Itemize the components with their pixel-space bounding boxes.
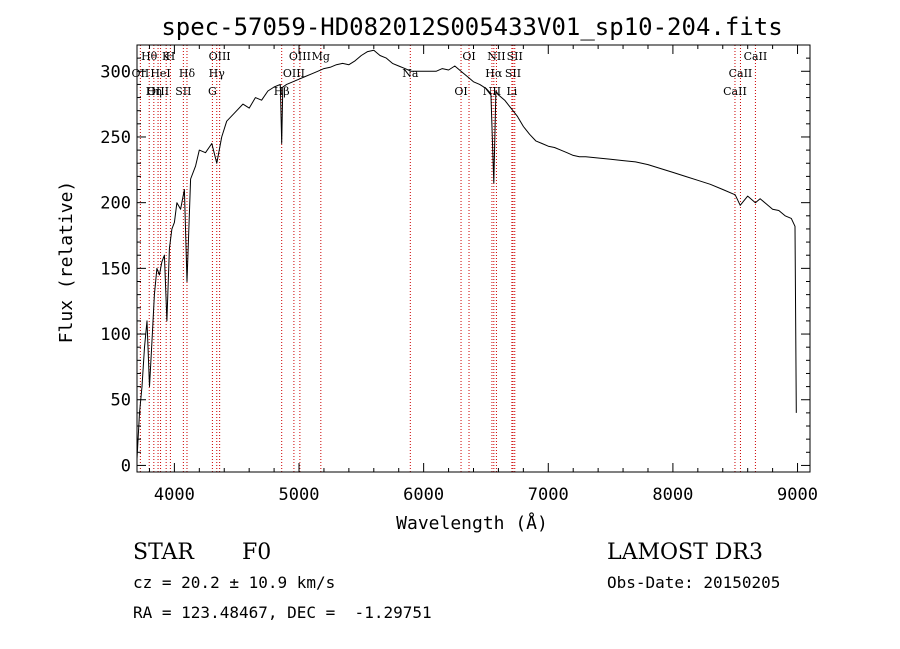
spectral-line-label: OII — [132, 67, 150, 80]
x-tick-label: 6000 — [403, 485, 444, 505]
y-tick-label: 0 — [121, 456, 131, 476]
object-class: STAR — [133, 540, 194, 565]
spectral-line-label: Mg — [312, 50, 330, 63]
redshift-cz: cz = 20.2 ± 10.9 km/s — [133, 573, 336, 592]
spectral-line-label: SII — [505, 67, 521, 80]
x-tick-label: 4000 — [154, 485, 195, 505]
spectral-line-label: HeI — [150, 67, 170, 80]
spectral-line-label: K — [162, 50, 171, 63]
spectral-line-label: CaII — [723, 85, 747, 98]
spectral-line-label: CaII — [744, 50, 768, 63]
spectrum-chart: spec-57059-HD082012S005433V01_sp10-204.f… — [56, 13, 818, 534]
x-tick-label: 7000 — [528, 485, 569, 505]
y-tick-label: 50 — [111, 391, 131, 411]
spectral-line-label: OI — [462, 50, 475, 63]
spectral-line-label: OIII — [209, 50, 231, 63]
spectral-line-label: OIII — [283, 67, 305, 80]
spectral-line-label: OIII — [289, 50, 311, 63]
y-tick-label: 150 — [100, 259, 131, 279]
spectral-line-label: SII — [507, 50, 523, 63]
spectral-line-label: Hγ — [209, 67, 226, 80]
spectral-line-label: NII — [487, 50, 505, 63]
spectral-line-label: NII — [483, 85, 501, 98]
x-tick-label: 5000 — [279, 485, 320, 505]
spectral-line-label: Hη — [146, 85, 162, 98]
spectral-line-label: Li — [506, 85, 517, 98]
spectrum-line — [136, 49, 797, 459]
spectral-line-labels: Hθ OII OIII K HeI Hη HHδ SII OIII Hγ G OIII OIII Hβ Mg… — [132, 50, 768, 98]
y-tick-label: 200 — [100, 194, 131, 214]
spectral-line-label: Na — [402, 67, 419, 80]
spectral-line-label: Hβ — [274, 85, 290, 98]
object-subclass: F0 — [242, 540, 272, 565]
y-tick-label: 300 — [100, 62, 131, 82]
y-tick-label: 100 — [100, 325, 131, 345]
x-axis-label: Wavelength (Å) — [396, 512, 548, 534]
x-tick-label: 9000 — [777, 485, 818, 505]
series-layer — [136, 49, 797, 459]
spectral-line-label: OIII — [147, 85, 169, 98]
obs-date: Obs-Date: 20150205 — [607, 573, 781, 592]
spectral-line-label: Hθ — [141, 50, 158, 63]
y-tick-label: 250 — [100, 128, 131, 148]
x-axis: 4000 5000 6000 7000 8000 9000 — [148, 45, 818, 505]
coordinates: RA = 123.48467, DEC = -1.29751 — [133, 603, 432, 622]
spectral-line-markers — [139, 45, 756, 472]
spectral-line-label: G — [208, 85, 217, 98]
y-axis: 0 50 100 150 200 250 300 — [100, 57, 810, 476]
spectral-line-label: OI — [454, 85, 467, 98]
spectral-line-label: Hα — [485, 67, 503, 80]
spectral-line-label: H — [166, 50, 176, 63]
spectral-line-label: SII — [175, 85, 191, 98]
survey-name: LAMOST DR3 — [607, 540, 763, 565]
spectral-line-label: CaII — [729, 67, 753, 80]
x-tick-label: 8000 — [652, 485, 693, 505]
y-axis-label: Flux (relative) — [56, 181, 77, 344]
chart-title: spec-57059-HD082012S005433V01_sp10-204.f… — [161, 13, 782, 41]
spectral-line-label: Hδ — [179, 67, 196, 80]
